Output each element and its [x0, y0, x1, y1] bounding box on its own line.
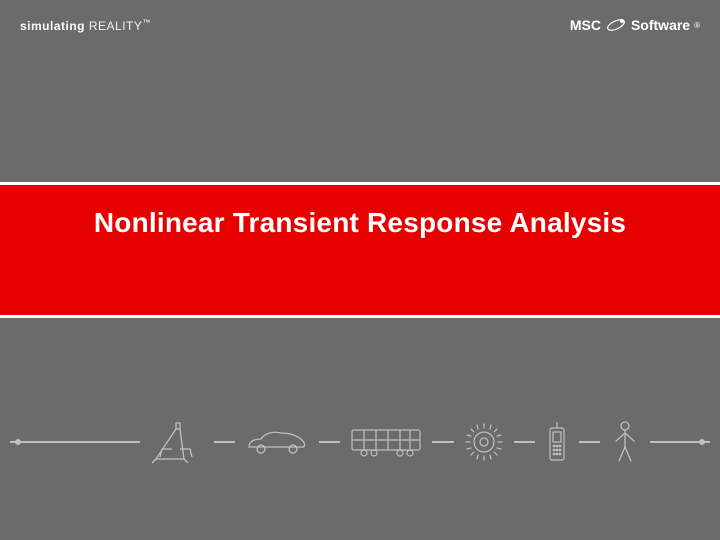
tagline-tm: ™ — [142, 18, 151, 27]
company-logo: MSC Software ® — [570, 14, 700, 36]
icon-row — [140, 412, 650, 472]
baseline-dot-left — [15, 439, 21, 445]
orbit-icon — [605, 14, 627, 36]
page-title: Nonlinear Transient Response Analysis — [94, 207, 626, 239]
gear-icon — [454, 412, 514, 472]
baseline-dot-right — [699, 439, 705, 445]
icon-strip — [0, 412, 720, 472]
car-icon — [235, 412, 319, 472]
phone-icon — [535, 412, 579, 472]
logo-reg: ® — [694, 21, 700, 30]
airplane-icon — [140, 412, 214, 472]
title-band: Nonlinear Transient Response Analysis — [0, 182, 720, 318]
title-band-red: Nonlinear Transient Response Analysis — [0, 185, 720, 315]
logo-text-right: Software — [631, 17, 690, 33]
band-line-bottom — [0, 315, 720, 318]
header: simulating REALITY™ MSC Software ® — [0, 0, 720, 50]
logo-text-left: MSC — [570, 17, 601, 33]
tagline: simulating REALITY™ — [20, 18, 151, 33]
bus-icon — [340, 412, 432, 472]
person-icon — [600, 412, 650, 472]
tagline-light: REALITY — [89, 19, 143, 33]
tagline-bold: simulating — [20, 19, 85, 33]
